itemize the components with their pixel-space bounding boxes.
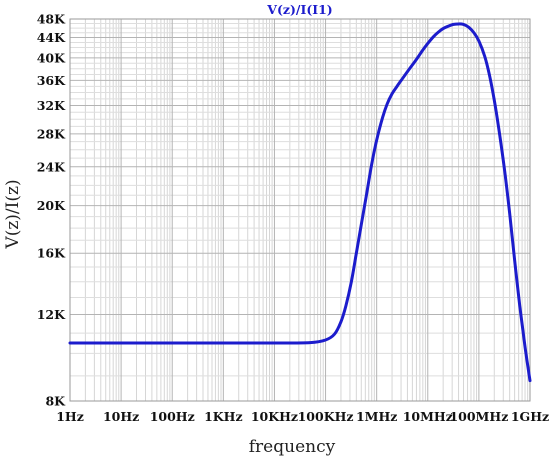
y-tick-label: 40K — [37, 50, 66, 65]
y-tick-label: 12K — [37, 307, 66, 322]
minor-gridlines — [70, 19, 530, 401]
x-tick-label: 1MHz — [356, 409, 397, 424]
chart-title: V(z)/I(I1) — [266, 2, 332, 17]
x-tick-label: 1KHz — [204, 409, 242, 424]
y-axis-title: V(z)/I(z) — [3, 179, 23, 249]
y-tick-label: 24K — [37, 159, 66, 174]
y-tick-label: 8K — [45, 394, 66, 409]
x-tick-labels: 1Hz 10Hz 100Hz 1KHz 10KHz 100KHz 1MHz 10MHz100M… — [56, 409, 549, 424]
series-line-vz-ii1 — [68, 22, 532, 383]
x-tick-label: 1GHz — [511, 409, 549, 424]
x-tick-label: 10Hz — [103, 409, 139, 424]
x-tick-label: 10KHz — [251, 409, 298, 424]
x-tick-label: 100KHz — [298, 409, 354, 424]
y-tick-label: 44K — [37, 30, 66, 45]
y-tick-label: 20K — [37, 198, 66, 213]
y-tick-label: 16K — [37, 246, 66, 261]
x-tick-label: 100MHz — [449, 409, 508, 424]
plot-frame — [69, 18, 531, 402]
x-tick-label: 1Hz — [56, 409, 84, 424]
x-tick-label: 10MHz — [403, 409, 453, 424]
x-axis-title: frequency — [249, 437, 336, 457]
y-tick-label: 48K — [37, 12, 66, 27]
x-tick-label: 100Hz — [150, 409, 195, 424]
y-tick-label: 36K — [37, 73, 66, 88]
y-tick-labels: 8K 12K 16K 20K 24K 28K 32K 36K 40K 44K 48K — [37, 12, 66, 409]
y-tick-label: 32K — [37, 98, 66, 113]
y-tick-label: 28K — [37, 126, 66, 141]
